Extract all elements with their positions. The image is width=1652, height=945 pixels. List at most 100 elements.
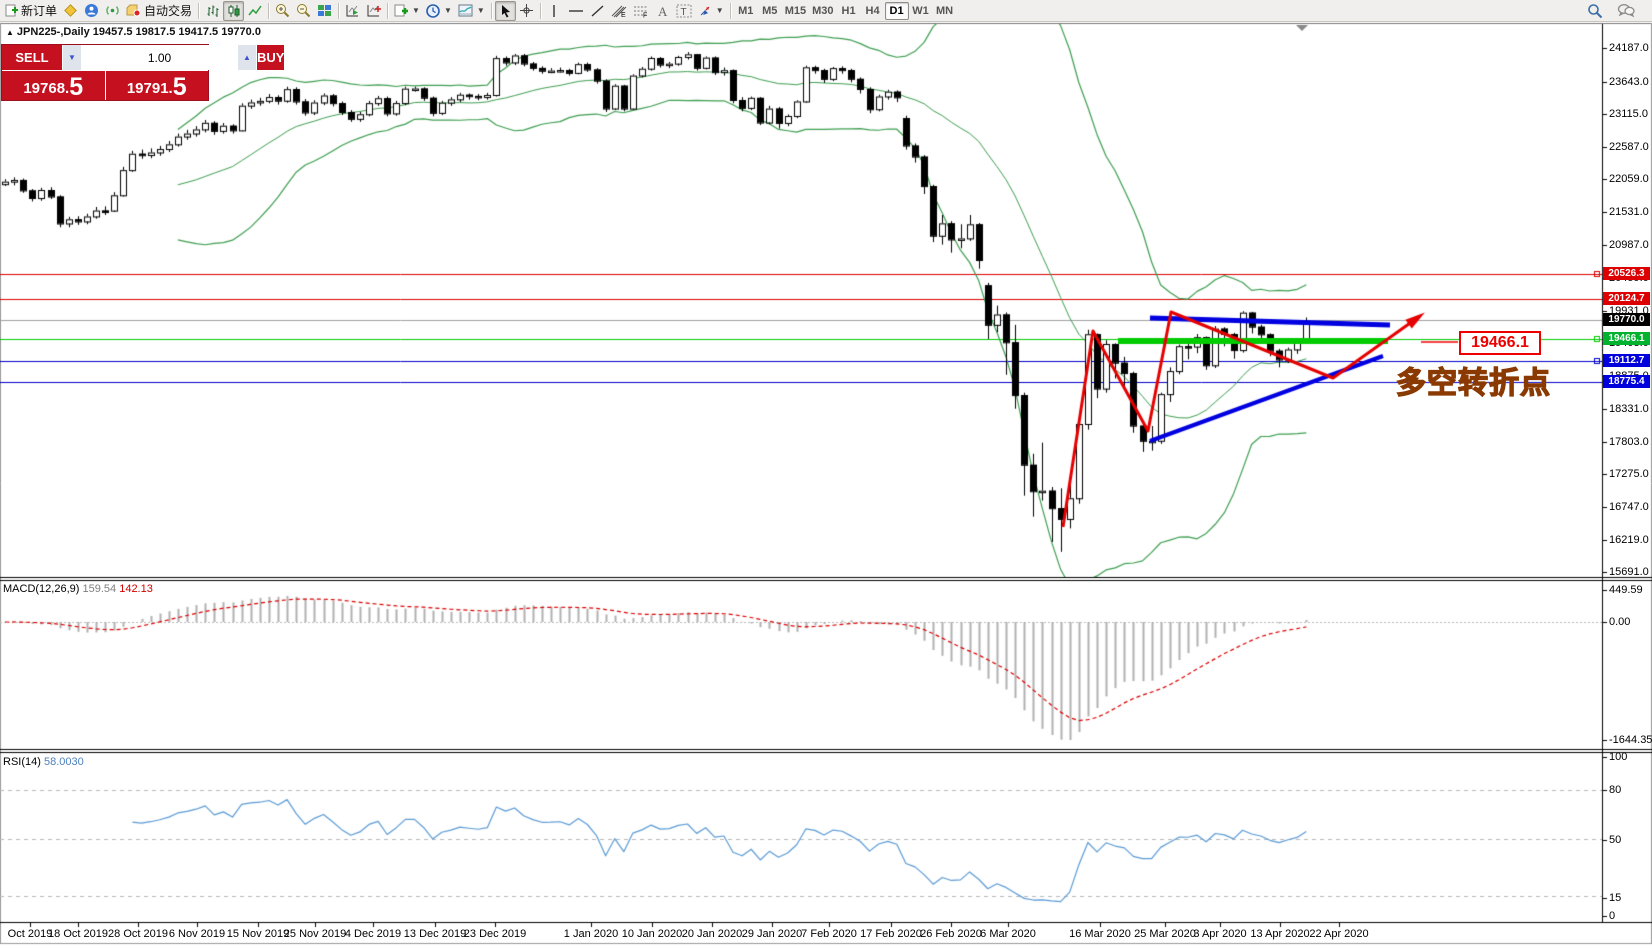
rsi-axis-label: 50: [1609, 834, 1622, 846]
time-axis-label: 6 Mar 2020: [980, 928, 1036, 940]
vertical-line-button[interactable]: [544, 1, 565, 21]
price-axis-label: 15691.0: [1609, 566, 1649, 579]
timeframe-w1-button[interactable]: W1: [912, 4, 929, 17]
timeframe-m1-button[interactable]: M1: [738, 4, 754, 17]
toolbar-separator: [338, 2, 340, 19]
price-level-label: 20124.7: [1603, 292, 1650, 305]
sell-price-int: 19768.: [23, 80, 70, 97]
macd-signal-value: 142.13: [119, 583, 153, 595]
tile-windows-button[interactable]: [314, 1, 335, 21]
time-axis-label: 13 Dec 2019: [403, 928, 467, 940]
signals-button[interactable]: [102, 1, 123, 21]
candlestick-chart-button[interactable]: [223, 0, 245, 21]
price-axis-label: 17803.0: [1609, 435, 1649, 448]
community-button[interactable]: [81, 1, 102, 21]
channel-button[interactable]: E: [608, 1, 630, 21]
new-chart-button[interactable]: ▼: [391, 1, 423, 21]
timeframe-m15-button[interactable]: M15: [784, 4, 807, 17]
trade-controls-row: SELL ▼ ▲ BUY: [2, 45, 285, 71]
price-callout-box[interactable]: 19466.1: [1459, 331, 1541, 355]
text-button[interactable]: A: [652, 1, 673, 21]
sell-price[interactable]: 19768. 5: [2, 71, 106, 100]
price-axis-label: 22059.0: [1609, 173, 1649, 186]
turning-point-annotation[interactable]: 多空转折点: [1395, 366, 1551, 400]
timeframe-mn-button[interactable]: MN: [935, 4, 954, 17]
rsi-name: RSI(14): [3, 756, 41, 768]
time-axis-label: 7 Feb 2020: [801, 928, 857, 940]
trendline-button[interactable]: [587, 1, 608, 21]
price-axis-label: 18331.0: [1609, 403, 1649, 416]
chat-button[interactable]: [1614, 1, 1638, 21]
main-toolbar: 新订单 自动交易 ▼ ▼ ▼ E F A T ▼: [0, 0, 1652, 22]
gold-diamond-icon: [63, 3, 78, 18]
timeframe-d1-button[interactable]: D1: [884, 1, 909, 20]
new-order-label: 新订单: [21, 4, 58, 18]
zoom-in-button[interactable]: [272, 1, 293, 21]
sell-button[interactable]: SELL: [2, 45, 62, 70]
price-level-label: 18775.4: [1603, 375, 1650, 388]
buy-button[interactable]: BUY: [257, 45, 285, 70]
text-icon: A: [658, 4, 668, 18]
time-axis-label: 26 Feb 2020: [920, 928, 982, 940]
vertical-line-icon: [553, 4, 555, 17]
volume-input[interactable]: [82, 45, 237, 70]
timeframe-m30-button[interactable]: M30: [812, 4, 834, 17]
buy-price-big: 5: [172, 73, 187, 101]
text-label-button[interactable]: T: [673, 1, 695, 21]
price-axis-label: 21531.0: [1609, 205, 1649, 218]
bar-chart-button[interactable]: [202, 1, 223, 21]
crosshair-button[interactable]: [516, 1, 537, 21]
time-axis-label: 25 Nov 2019: [283, 928, 347, 940]
horizontal-line-button[interactable]: [565, 1, 587, 21]
time-axis-label: 1 Jan 2020: [563, 928, 619, 940]
line-chart-button[interactable]: [244, 1, 265, 21]
periods-button[interactable]: ▼: [423, 1, 455, 21]
macd-main-value: 159.54: [82, 583, 117, 595]
volume-decrease-button[interactable]: ▼: [62, 45, 82, 70]
volume-increase-button[interactable]: ▲: [237, 45, 257, 70]
search-button[interactable]: [1584, 1, 1606, 21]
signals-icon: [105, 3, 120, 18]
rsi-axis-label: 0: [1609, 910, 1616, 922]
new-order-button[interactable]: 新订单: [2, 1, 60, 21]
market-button[interactable]: [60, 1, 81, 21]
price-axis-label: 17275.0: [1609, 468, 1649, 481]
price-level-label: 20526.3: [1603, 267, 1650, 280]
fibonacci-button[interactable]: F: [630, 1, 652, 21]
auto-scroll-button[interactable]: [342, 1, 363, 21]
bar-chart-icon: [207, 5, 219, 17]
templates-button[interactable]: ▼: [455, 1, 488, 21]
chart-shift-button[interactable]: [363, 1, 384, 21]
community-icon: [84, 3, 99, 18]
toolbar-separator: [198, 2, 200, 19]
auto-trading-icon: [126, 4, 141, 17]
cursor-icon: [501, 4, 510, 17]
time-axis-label: 29 Jan 2020: [741, 928, 803, 940]
zoom-out-button[interactable]: [293, 1, 314, 21]
horizontal-line-icon: [568, 9, 583, 12]
dropdown-caret: ▼: [412, 6, 420, 15]
price-axis-label: 20987.0: [1609, 239, 1649, 252]
auto-trading-button[interactable]: 自动交易: [123, 1, 195, 21]
svg-text:A: A: [658, 4, 668, 18]
time-axis-label: 16 Mar 2020: [1069, 928, 1131, 940]
buy-price[interactable]: 19791. 5: [106, 71, 209, 100]
rsi-label: RSI(14) 58.0030: [3, 756, 84, 768]
toolbar-separator: [729, 2, 731, 19]
timeframe-m5-button[interactable]: M5: [762, 4, 778, 17]
time-axis-label: 17 Feb 2020: [860, 928, 922, 940]
arrows-button[interactable]: ▼: [695, 1, 727, 21]
cursor-button[interactable]: [494, 0, 516, 21]
new-chart-icon: [394, 4, 409, 16]
rsi-axis-label: 15: [1609, 892, 1622, 904]
chat-icon: [1617, 4, 1635, 18]
price-level-label: 19112.7: [1603, 354, 1650, 367]
timeframe-h4-button[interactable]: H4: [865, 4, 880, 17]
toolbar-separator: [387, 2, 389, 19]
trendline-icon: [591, 4, 604, 17]
time-axis-label: 3 Apr 2020: [1193, 928, 1247, 940]
timeframe-h1-button[interactable]: H1: [841, 4, 856, 17]
dropdown-caret: ▼: [443, 6, 452, 15]
